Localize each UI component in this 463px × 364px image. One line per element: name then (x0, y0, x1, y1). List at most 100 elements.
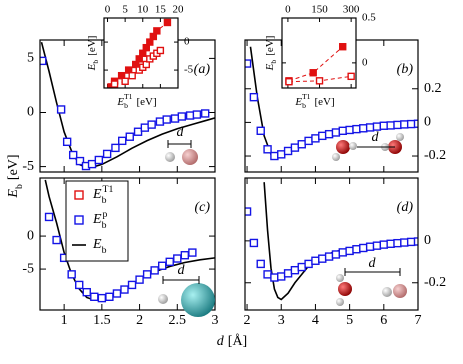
marker (339, 43, 347, 51)
marker (338, 126, 347, 136)
marker (372, 241, 382, 250)
axis-label: d [Å] (217, 333, 247, 349)
y-tick-label: -5 (22, 261, 34, 276)
marker (82, 287, 91, 297)
series-group (245, 182, 418, 301)
marker (359, 124, 368, 133)
plot-frame (39, 177, 216, 311)
marker (75, 280, 84, 290)
axis-label: EbT1 [eV] (116, 92, 156, 110)
x-tick-label: 7 (415, 313, 422, 328)
axis-label: Eb [eV] (264, 36, 279, 72)
marker (67, 270, 76, 279)
y-tick-label: 5 (27, 51, 34, 66)
marker (315, 77, 324, 85)
marker (304, 259, 313, 269)
marker (62, 137, 72, 147)
marker (120, 285, 129, 294)
marker (162, 115, 171, 124)
marker (331, 128, 341, 137)
x-tick-label: 0 (285, 4, 291, 16)
marker (173, 254, 182, 263)
label-unit: [eV] (6, 154, 21, 180)
axis-label: Eb (92, 237, 107, 256)
series-group (245, 46, 418, 161)
marker (256, 259, 265, 269)
marker (188, 248, 197, 257)
atom-h (336, 274, 344, 282)
marker (304, 136, 313, 146)
marker (285, 78, 293, 86)
y-tick-label: -5 (22, 159, 34, 174)
panel-label: (c) (194, 200, 210, 215)
marker (156, 46, 165, 55)
panel-label: (b) (397, 62, 414, 77)
x-tick-label: 0 (105, 4, 111, 16)
marker (140, 123, 150, 132)
marker (40, 56, 47, 66)
marker (372, 122, 382, 131)
marker (102, 149, 112, 159)
marker (56, 105, 66, 114)
series-line (40, 41, 215, 169)
atom-h (158, 294, 168, 304)
atom-h (349, 142, 357, 150)
label-unit: [eV] (314, 96, 334, 108)
marker (318, 254, 327, 263)
series-group (44, 179, 215, 303)
y-tick-label: 0 (184, 36, 190, 48)
y-tick-label: -0.2 (424, 275, 446, 290)
marker (75, 156, 85, 166)
marker (177, 112, 187, 121)
marker (111, 143, 120, 153)
x-tick-label: 2 (136, 313, 143, 328)
label-subscript: b (91, 60, 100, 64)
atom-h (382, 287, 392, 297)
marker (386, 121, 395, 130)
atom-o (336, 140, 350, 154)
marker (352, 124, 361, 134)
marker (263, 270, 272, 279)
marker (163, 18, 172, 27)
series-group (40, 41, 215, 171)
marker (125, 132, 134, 141)
x-tick-label: 5 (122, 4, 128, 16)
axis-label: Eb [eV] (6, 154, 25, 198)
x-tick-label: 20 (173, 4, 185, 16)
label-superscript: T1 (124, 92, 133, 101)
x-tick-label: 10 (137, 4, 149, 16)
marker (290, 265, 300, 275)
label-symbol: E (92, 212, 102, 227)
x-tick-label: 6 (380, 313, 387, 328)
marker (142, 270, 152, 279)
atom (182, 149, 198, 165)
y-tick-label: 0 (424, 233, 431, 248)
panel: 2 3 4 5 6 7 0 -0.2 (d) (244, 177, 446, 328)
y-tick-label: 0 (424, 115, 431, 130)
marker (200, 109, 210, 118)
marker (297, 262, 306, 272)
x-tick-label: 1 (61, 313, 68, 328)
marker (283, 269, 293, 278)
marker (393, 238, 402, 248)
atom-h (396, 133, 404, 141)
marker (311, 134, 320, 143)
marker (121, 77, 129, 85)
marker (110, 80, 119, 88)
plot-frame (244, 177, 419, 311)
label-symbol: E (92, 187, 102, 202)
marker (155, 117, 165, 126)
marker (52, 235, 61, 245)
distance-label: d (369, 256, 377, 271)
label-subscript: b (269, 60, 278, 64)
marker (263, 145, 272, 154)
marker (413, 119, 418, 128)
marker (180, 251, 190, 260)
marker (128, 71, 136, 80)
marker (400, 238, 409, 247)
label-subscript: b (302, 101, 306, 110)
distance-label: d (372, 130, 380, 145)
